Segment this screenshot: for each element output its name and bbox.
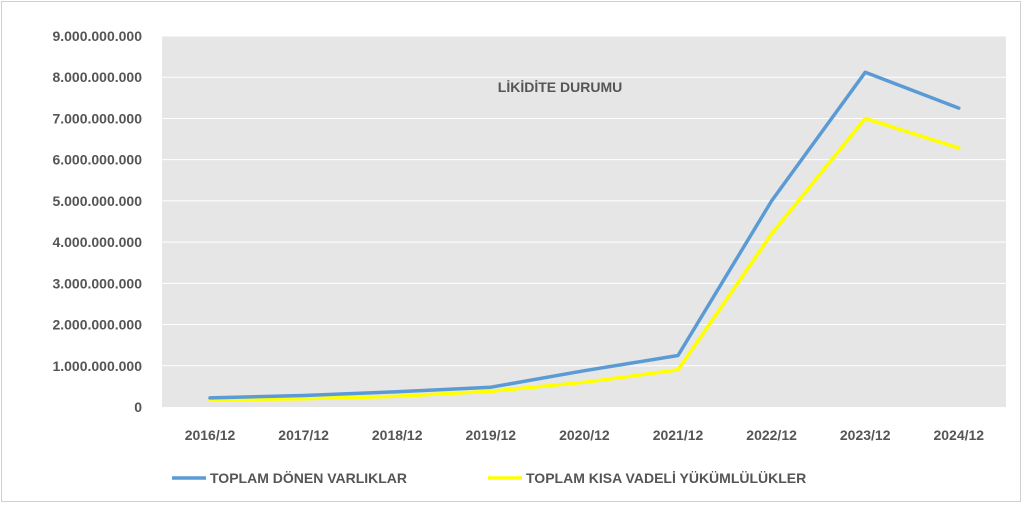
x-tick-label: 2017/12 [278,427,329,443]
series-lines [208,70,961,402]
y-tick-label: 2.000.000.000 [52,317,142,333]
x-tick-label: 2016/12 [185,427,236,443]
series-line [208,70,961,400]
y-tick-label: 7.000.000.000 [52,110,142,126]
legend: TOPLAM DÖNEN VARLIKLAR TOPLAM KISA VADELİ… [172,470,806,486]
x-tick-label: 2024/12 [933,427,984,443]
x-tick-label: 2019/12 [465,427,516,443]
plot-area [162,36,1006,407]
x-axis-ticks: 2016/12 2017/12 2018/12 2019/12 2020/12 2021/… [185,427,985,443]
x-tick-label: 2023/12 [840,427,891,443]
legend-label: TOPLAM DÖNEN VARLIKLAR [210,470,407,486]
y-tick-label: 8.000.000.000 [52,69,142,85]
y-tick-label: 3.000.000.000 [52,275,142,291]
y-tick-label: 6.000.000.000 [52,152,142,168]
legend-label: TOPLAM KISA VADELİ YÜKÜMLÜLÜKLER [526,470,806,486]
series-line [208,116,961,402]
x-tick-label: 2020/12 [559,427,610,443]
x-tick-label: 2021/12 [653,427,704,443]
y-tick-label: 4.000.000.000 [52,234,142,250]
y-axis-ticks: 0 1.000.000.000 2.000.000.000 3.000.000.000… [52,28,142,415]
gridlines [162,35,1006,367]
chart-title: LİKİDİTE DURUMU [498,79,622,95]
y-tick-label: 5.000.000.000 [52,193,142,209]
x-tick-label: 2018/12 [372,427,423,443]
x-tick-label: 2022/12 [746,427,797,443]
y-tick-label: 1.000.000.000 [52,358,142,374]
y-tick-label: 9.000.000.000 [52,28,142,44]
y-tick-label: 0 [134,399,142,415]
